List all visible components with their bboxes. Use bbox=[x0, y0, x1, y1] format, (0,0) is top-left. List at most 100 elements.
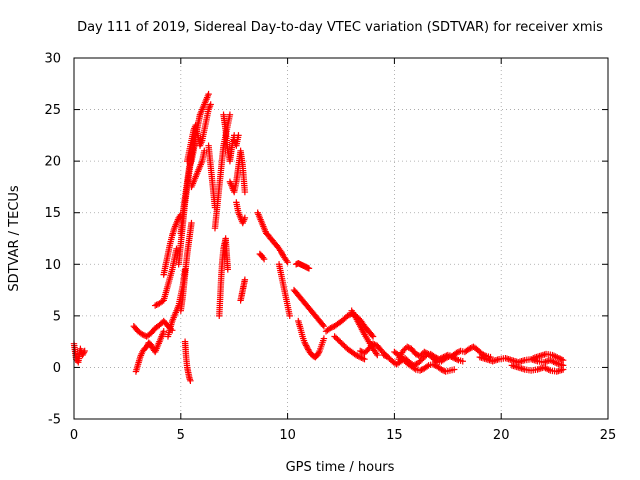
data-point bbox=[160, 328, 167, 335]
data-point bbox=[416, 367, 424, 374]
data-point bbox=[334, 336, 341, 343]
data-point bbox=[418, 351, 425, 358]
data-point bbox=[341, 315, 348, 322]
data-point bbox=[260, 255, 268, 263]
data-point bbox=[80, 349, 88, 356]
data-point bbox=[428, 353, 435, 360]
data-point bbox=[304, 344, 311, 352]
data-point bbox=[454, 349, 461, 356]
data-point bbox=[358, 354, 365, 362]
data-point bbox=[386, 355, 393, 362]
data-point bbox=[442, 354, 449, 362]
data-point bbox=[474, 346, 481, 354]
data-point bbox=[438, 366, 445, 373]
data-point bbox=[284, 259, 291, 266]
data-point bbox=[302, 340, 309, 348]
data-track bbox=[295, 317, 328, 361]
data-point bbox=[328, 324, 335, 331]
data-track bbox=[231, 132, 242, 149]
data-point bbox=[207, 101, 214, 108]
data-point bbox=[423, 363, 431, 370]
data-track bbox=[177, 90, 212, 237]
data-track bbox=[220, 111, 238, 165]
data-point bbox=[139, 331, 146, 338]
data-point bbox=[369, 333, 377, 340]
data-point bbox=[414, 360, 422, 367]
data-points bbox=[70, 90, 567, 385]
data-point bbox=[412, 350, 419, 358]
data-point bbox=[431, 356, 438, 363]
data-point bbox=[459, 358, 466, 365]
data-point bbox=[425, 350, 432, 358]
x-tick-label: 15 bbox=[386, 428, 403, 443]
data-point bbox=[277, 248, 285, 256]
data-point bbox=[303, 343, 311, 350]
data-track bbox=[184, 101, 214, 165]
data-point bbox=[401, 346, 408, 353]
y-tick-label: 0 bbox=[53, 361, 61, 376]
data-point bbox=[399, 347, 407, 355]
data-point bbox=[320, 335, 328, 342]
data-point bbox=[339, 316, 347, 324]
data-track bbox=[205, 142, 219, 211]
data-point bbox=[431, 361, 438, 369]
data-point bbox=[422, 349, 429, 356]
data-track bbox=[188, 147, 208, 191]
data-point bbox=[451, 354, 458, 362]
x-tick-label: 5 bbox=[177, 428, 185, 443]
data-point bbox=[417, 357, 424, 364]
data-point bbox=[241, 214, 249, 222]
data-point bbox=[449, 354, 456, 361]
data-point bbox=[448, 353, 455, 360]
data-point bbox=[173, 245, 180, 253]
data-point bbox=[344, 312, 351, 320]
data-point bbox=[352, 351, 360, 359]
data-point bbox=[339, 341, 347, 348]
data-point bbox=[305, 265, 313, 272]
data-point bbox=[429, 361, 437, 368]
data-point bbox=[327, 325, 334, 332]
data-point bbox=[315, 349, 323, 356]
data-track bbox=[70, 340, 88, 366]
data-point bbox=[475, 348, 483, 355]
data-point bbox=[421, 348, 428, 356]
data-point bbox=[453, 349, 460, 357]
axis-ticks: 0 5 10 15 20 25 -5 0 5 10 15 20 25 30 bbox=[44, 52, 616, 444]
data-point bbox=[331, 333, 338, 340]
data-point bbox=[355, 353, 362, 360]
data-point bbox=[357, 347, 364, 355]
data-track bbox=[290, 286, 328, 330]
data-point bbox=[374, 351, 381, 359]
data-point bbox=[465, 345, 473, 353]
data-point bbox=[319, 321, 327, 329]
data-point bbox=[151, 302, 159, 309]
data-point bbox=[401, 357, 408, 364]
data-track bbox=[391, 348, 458, 375]
data-point bbox=[439, 366, 447, 374]
data-point bbox=[451, 366, 458, 373]
data-point bbox=[446, 352, 454, 360]
data-track bbox=[322, 310, 377, 340]
data-point bbox=[205, 90, 212, 98]
y-tick-label: 10 bbox=[44, 258, 61, 273]
data-point bbox=[153, 301, 160, 309]
data-point bbox=[411, 365, 418, 372]
data-track bbox=[292, 260, 313, 272]
x-tick-label: 20 bbox=[493, 428, 510, 443]
data-point bbox=[380, 351, 387, 359]
x-tick-label: 0 bbox=[70, 428, 78, 443]
data-point bbox=[80, 350, 87, 357]
y-tick-label: 15 bbox=[44, 206, 61, 221]
data-point bbox=[443, 354, 451, 361]
data-point bbox=[320, 322, 328, 330]
data-track bbox=[275, 261, 293, 320]
data-point bbox=[371, 341, 378, 348]
data-track bbox=[395, 343, 466, 366]
data-point bbox=[378, 347, 385, 355]
data-point bbox=[314, 351, 321, 359]
data-point bbox=[432, 357, 439, 365]
data-point bbox=[341, 342, 348, 350]
data-point bbox=[429, 354, 437, 362]
